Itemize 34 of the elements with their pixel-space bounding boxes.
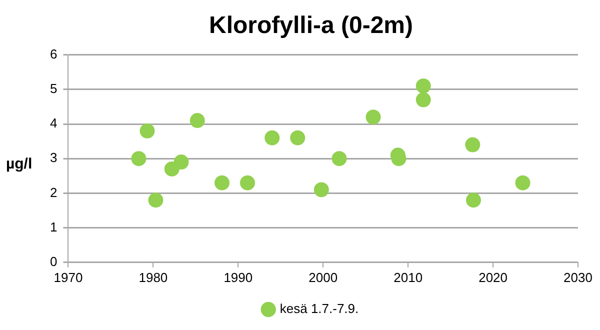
point (416, 92, 431, 108)
x-tick-label: 1970 (54, 270, 83, 285)
point (174, 154, 189, 170)
x-tick-label: 1990 (224, 270, 253, 285)
y-tick-label: 3 (50, 150, 58, 166)
x-tick-label: 2030 (564, 270, 592, 285)
y-axis-title: µg/l (6, 156, 32, 173)
y-tick-label: 0 (50, 254, 58, 269)
point (290, 130, 306, 146)
y-tick-label: 6 (50, 46, 58, 62)
y-tick-label: 1 (50, 219, 58, 234)
point (332, 151, 347, 166)
y-tick-label: 2 (50, 184, 58, 200)
point (264, 130, 280, 146)
x-tick-label: 2000 (308, 270, 338, 285)
point (416, 78, 431, 94)
point (240, 175, 255, 190)
point (515, 175, 530, 190)
point (148, 192, 164, 208)
y-tick-label: 5 (50, 80, 58, 96)
point (366, 110, 381, 125)
y-tick-label: 4 (50, 116, 58, 131)
point (131, 151, 146, 166)
point (190, 113, 205, 128)
chart-title: Klorofylli-a (0-2m) (208, 12, 414, 40)
point (140, 123, 155, 138)
legend-label: kesä 1.7.-7.9. (280, 301, 359, 316)
point (314, 182, 329, 198)
point (214, 175, 230, 190)
point (466, 192, 481, 208)
x-tick-label: 2010 (394, 270, 423, 285)
x-tick-label: 1980 (138, 270, 168, 285)
x-tick-label: 2020 (478, 270, 508, 285)
point (465, 137, 480, 152)
